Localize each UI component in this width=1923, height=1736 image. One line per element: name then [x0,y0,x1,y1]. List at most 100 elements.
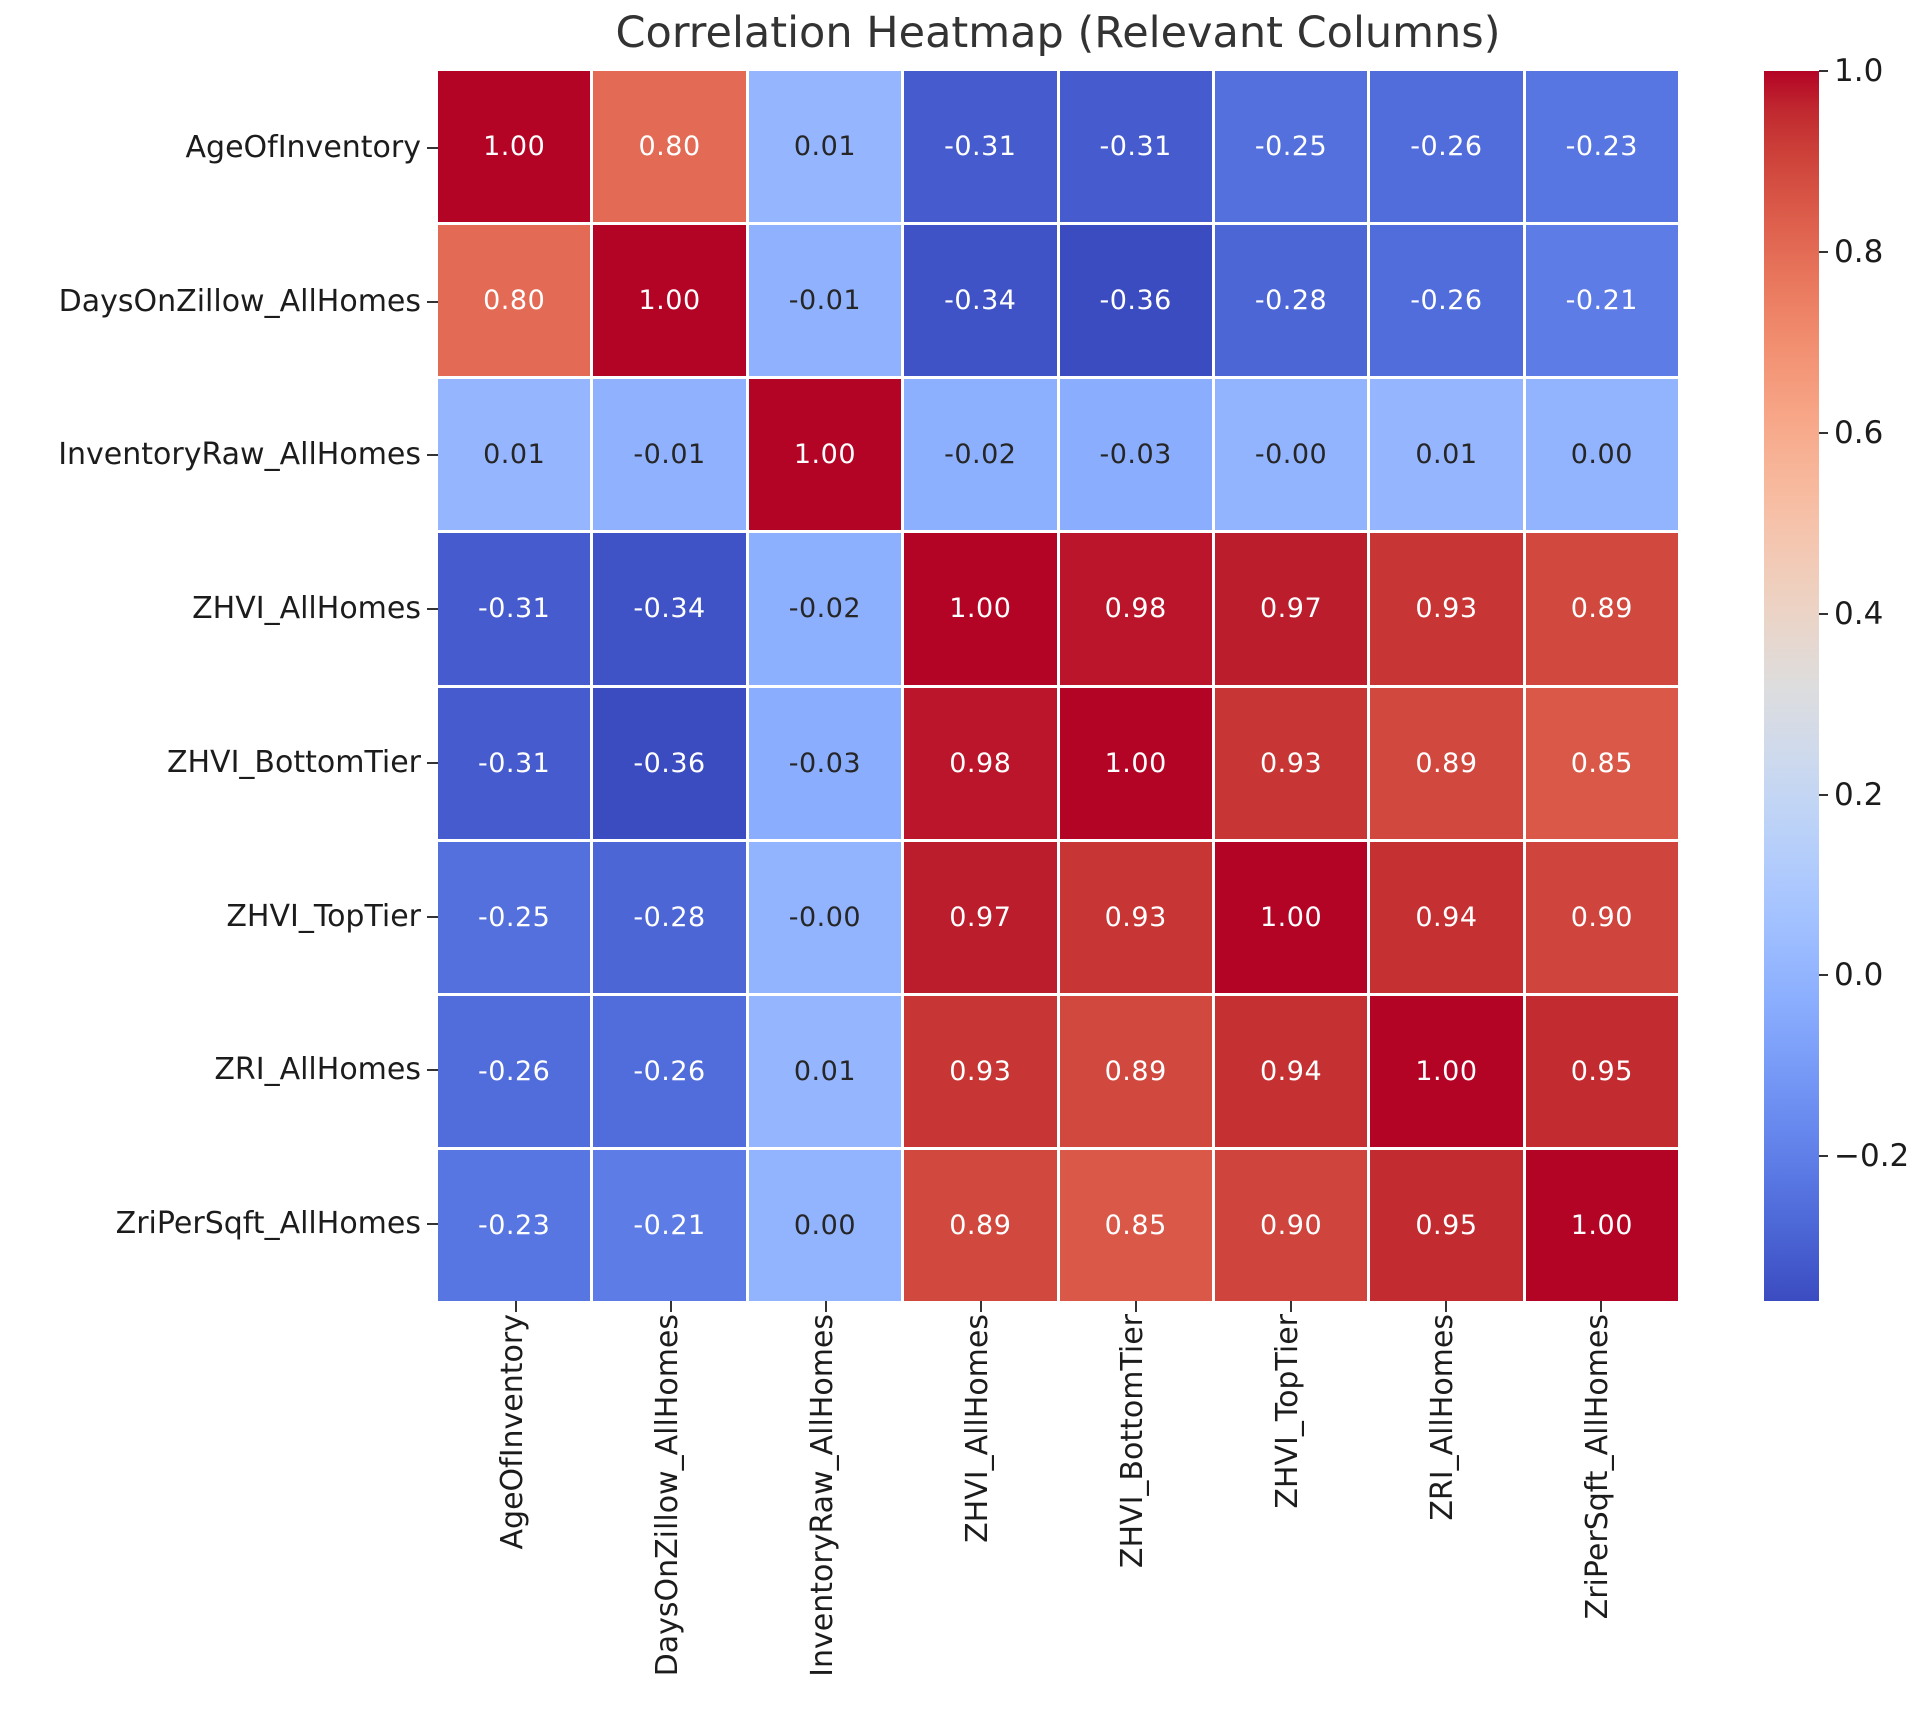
heatmap-cell: -0.01 [748,225,902,377]
heatmap-cell: 0.93 [904,995,1057,1147]
cell-value: -0.01 [788,285,862,317]
cell-value: -0.31 [478,747,551,779]
heatmap-cell: 0.01 [438,379,591,531]
heatmap-cell: -0.00 [1214,379,1368,531]
heatmap-cell: 1.00 [438,71,591,223]
cell-value: 0.89 [1104,1055,1167,1087]
y-tick-mark [427,1069,438,1072]
x-tick-mark [824,1301,827,1312]
cell-value: -0.31 [478,593,551,625]
heatmap-cell: -0.25 [1214,71,1368,223]
colorbar-tick-label: 0.2 [1834,776,1884,813]
cell-value: 0.95 [1415,1209,1478,1241]
cell-value: 0.97 [949,901,1012,933]
cell-value: 0.85 [1570,747,1633,779]
heatmap-cell: -0.01 [593,379,746,531]
heatmap-cell: 0.89 [1370,687,1523,839]
colorbar-tick-label: 1.0 [1834,53,1884,89]
heatmap-cell: 1.00 [1059,687,1212,839]
heatmap-cell: 0.90 [1525,841,1678,993]
heatmap-cell: 0.95 [1525,995,1678,1147]
x-tick-label: ZHVI_BottomTier [1114,1314,1150,1569]
heatmap-cell: -0.25 [438,841,591,993]
colorbar-tick-label: 0.0 [1834,957,1884,994]
y-tick-label: ZHVI_TopTier [226,898,421,934]
cell-value: 1.00 [1415,1055,1478,1087]
heatmap-cell: -0.31 [438,687,591,839]
cell-value: 0.01 [1415,439,1478,471]
heatmap-cell: 0.89 [904,1149,1057,1301]
colorbar-tick-mark [1819,1155,1828,1158]
heatmap-cell: -0.36 [593,687,746,839]
cell-value: -0.01 [633,439,706,471]
x-tick-mark [1599,1301,1602,1312]
cell-value: -0.34 [633,593,706,625]
heatmap-cell: 0.90 [1214,1149,1368,1301]
y-tick-mark [427,300,438,303]
cell-value: 0.98 [1104,593,1167,625]
cell-value: 0.80 [483,285,546,317]
cell-value: 0.89 [949,1209,1012,1241]
x-tick-mark [514,1301,517,1312]
cell-value: -0.02 [788,593,862,625]
heatmap-cell: -0.34 [904,225,1057,377]
y-tick-label: DaysOnZillow_AllHomes [58,283,421,319]
cell-value: -0.00 [1254,439,1328,471]
heatmap-cell: -0.03 [748,687,902,839]
colorbar-tick-mark [1819,974,1828,977]
heatmap-cell: 0.94 [1214,995,1368,1147]
heatmap-cell: 0.89 [1525,533,1678,685]
heatmap-cell: -0.26 [593,995,746,1147]
heatmap-cell: -0.28 [593,841,746,993]
heatmap-cell: 0.80 [438,225,591,377]
heatmap-cell: 1.00 [1370,995,1523,1147]
heatmap-cell: 0.85 [1525,687,1678,839]
cell-value: -0.21 [633,1209,706,1241]
heatmap-cell: -0.21 [1525,225,1678,377]
heatmap-cell: -0.31 [438,533,591,685]
heatmap-cell: 1.00 [748,379,902,531]
cell-value: 1.00 [1260,901,1323,933]
cell-value: -0.26 [633,1055,706,1087]
cell-value: -0.21 [1565,285,1638,317]
cell-value: 0.93 [949,1055,1012,1087]
heatmap-cell: 0.01 [1370,379,1523,531]
colorbar-tick-label: 0.8 [1834,233,1884,270]
cell-value: 1.00 [1104,747,1167,779]
cell-value: 0.90 [1570,901,1633,933]
heatmap-cell: 0.93 [1214,687,1368,839]
y-tick-label: InventoryRaw_AllHomes [58,437,421,473]
cell-value: -0.00 [788,901,862,933]
cell-value: -0.28 [1254,285,1328,317]
colorbar-tick-mark [1819,431,1828,434]
y-tick-mark [427,454,438,457]
cell-value: -0.31 [944,131,1017,163]
cell-value: -0.31 [1099,131,1172,163]
x-tick-label: DaysOnZillow_AllHomes [649,1314,685,1677]
cell-value: 0.85 [1104,1209,1167,1241]
y-tick-label: ZriPerSqft_AllHomes [115,1206,421,1242]
heatmap-cell: -0.02 [904,379,1057,531]
heatmap-cell: 0.93 [1059,841,1212,993]
cell-value: 0.98 [949,747,1012,779]
cell-value: -0.23 [478,1209,551,1241]
y-tick-label: ZHVI_BottomTier [166,744,421,780]
y-tick-mark [427,1223,438,1226]
cell-value: -0.26 [1410,131,1483,163]
y-tick-mark [427,761,438,764]
cell-value: 0.95 [1570,1055,1633,1087]
x-tick-mark [669,1301,672,1312]
cell-value: -0.03 [1099,439,1172,471]
cell-value: 0.80 [638,131,701,163]
cell-value: -0.26 [478,1055,551,1087]
heatmap-cell: 1.00 [1214,841,1368,993]
heatmap-cell: 1.00 [904,533,1057,685]
y-tick-label: AgeOfInventory [185,129,422,165]
heatmap-cell: -0.26 [1370,71,1523,223]
cell-value: 0.93 [1104,901,1167,933]
x-tick-label: ZHVI_AllHomes [959,1314,995,1543]
cell-value: 0.94 [1415,901,1478,933]
cell-value: 0.00 [1570,439,1633,471]
heatmap-cell: -0.23 [438,1149,591,1301]
